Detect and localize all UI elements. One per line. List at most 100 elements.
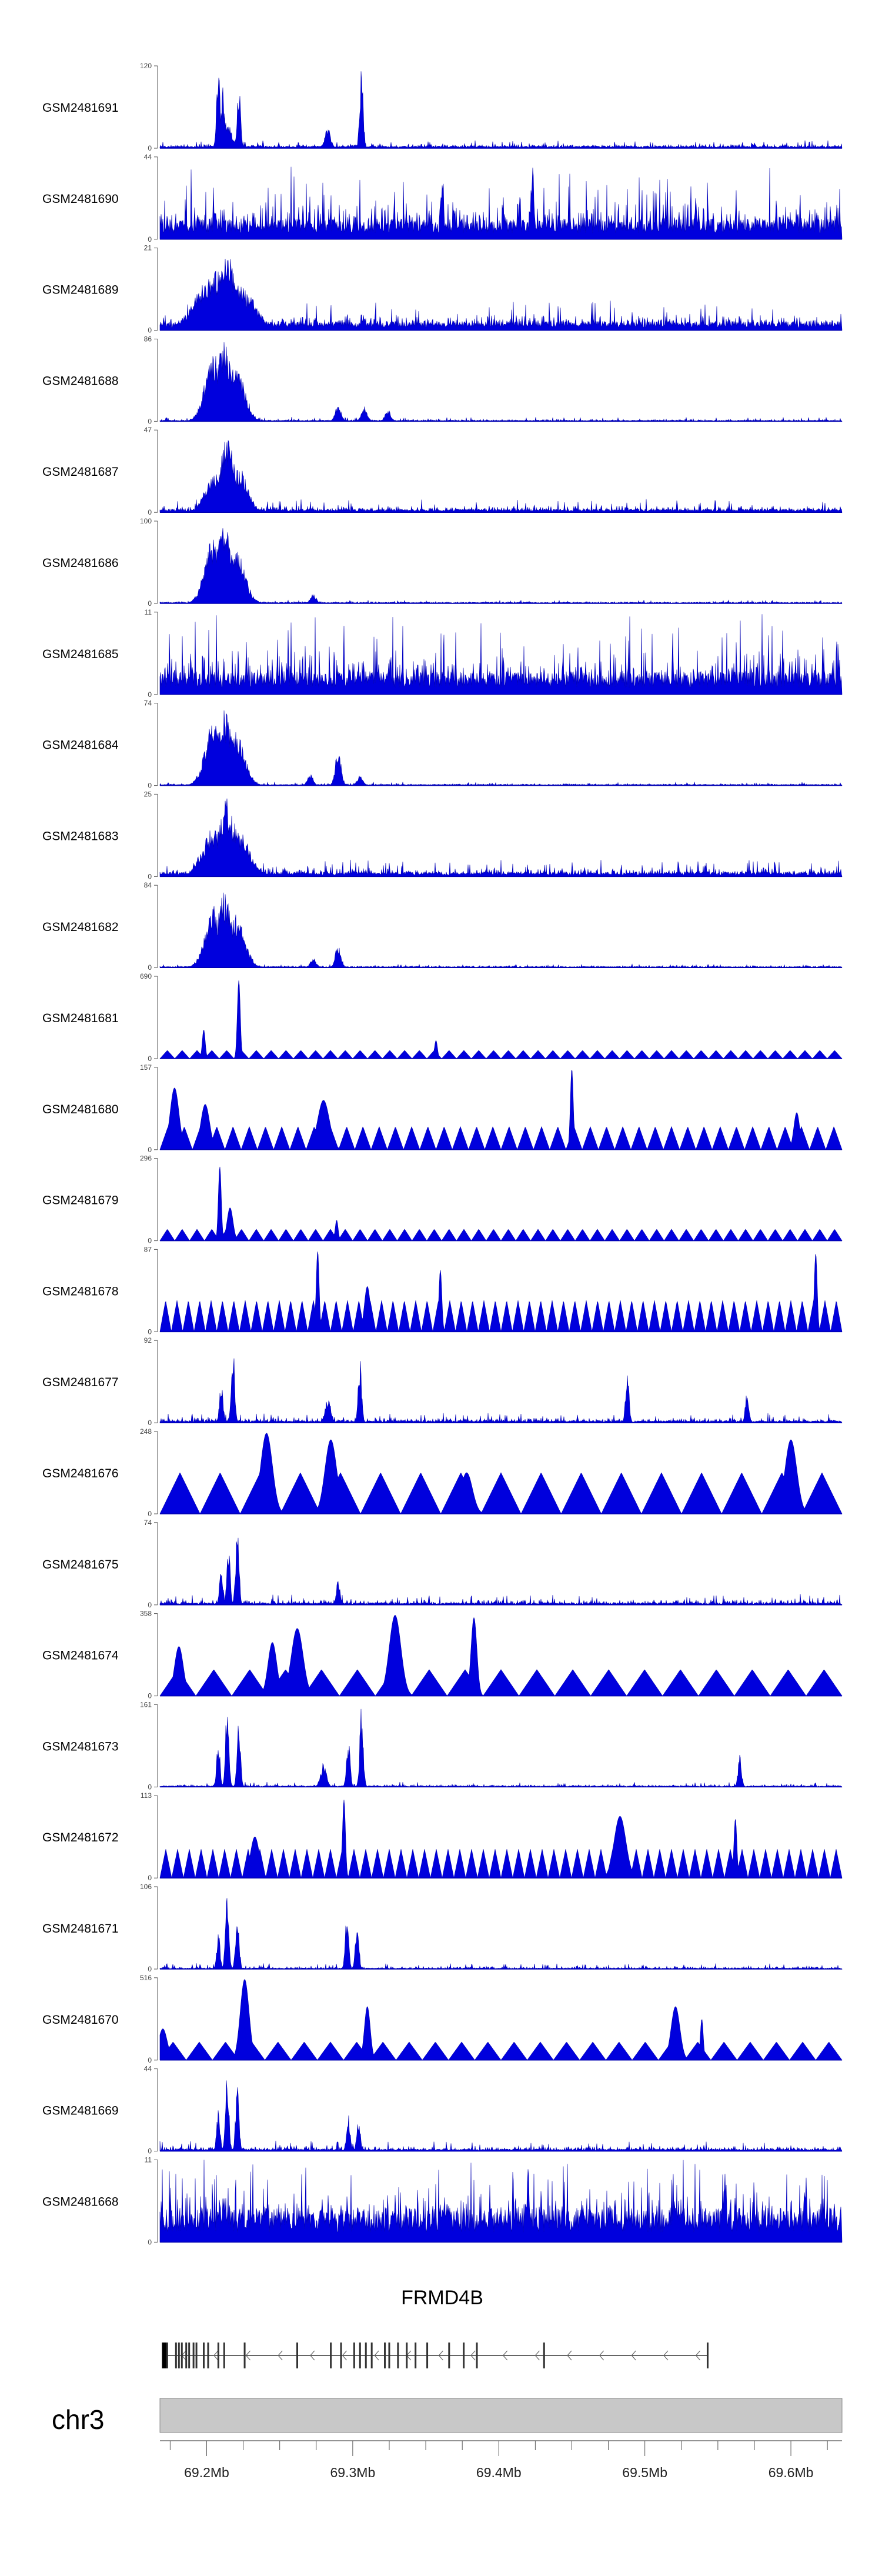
- gene-exon: [384, 2343, 386, 2368]
- track-gsm2481687: GSM2481687 47 0: [42, 426, 843, 516]
- track-gsm2481670: GSM2481670 516 0: [42, 1974, 843, 2064]
- signal-area: [159, 1898, 843, 1970]
- track-gsm2481691: GSM2481691 120 0: [42, 62, 843, 152]
- strand-arrow: [695, 2350, 701, 2361]
- strand-arrow: [438, 2350, 443, 2361]
- signal-area: [159, 71, 843, 149]
- track-label: GSM2481677: [42, 1376, 119, 1389]
- chromosome-ideogram: chr3: [52, 2398, 843, 2435]
- track-label: GSM2481671: [42, 1922, 119, 1936]
- gene-exon: [175, 2343, 177, 2368]
- y-max-label: 87: [144, 1245, 152, 1253]
- signal-area: [159, 1709, 843, 1787]
- gene-exon: [166, 2343, 168, 2368]
- track-label: GSM2481672: [42, 1831, 119, 1844]
- strand-arrow: [374, 2350, 379, 2361]
- track-label: GSM2481691: [42, 101, 119, 115]
- track-y-axis: 87 0: [144, 1245, 158, 1336]
- y-min-label: 0: [148, 1510, 152, 1518]
- strand-arrow: [534, 2350, 540, 2361]
- y-min-label: 0: [148, 1874, 152, 1882]
- y-min-label: 0: [148, 599, 152, 608]
- track-y-axis: 248 0: [140, 1427, 158, 1518]
- track-y-axis: 92 0: [144, 1336, 158, 1427]
- gene-exon: [217, 2343, 219, 2368]
- track-y-axis: 11 0: [145, 608, 158, 699]
- track-y-axis: 47 0: [144, 426, 158, 516]
- y-min-label: 0: [148, 1055, 152, 1063]
- signal-tracks: GSM24816911200GSM2481690440GSM2481689210…: [42, 62, 843, 2246]
- track-gsm2481678: GSM2481678 87 0: [42, 1245, 843, 1336]
- signal-area: [159, 2160, 843, 2243]
- x-tick-label: 69.3Mb: [330, 2465, 376, 2480]
- gene-exon: [448, 2343, 450, 2368]
- gene-exon: [426, 2343, 429, 2368]
- track-gsm2481684: GSM2481684 74 0: [42, 699, 843, 790]
- track-label: GSM2481682: [42, 920, 119, 934]
- track-label: GSM2481687: [42, 465, 119, 479]
- x-tick-label: 69.5Mb: [622, 2465, 667, 2480]
- signal-area: [159, 710, 843, 786]
- track-y-axis: 358 0: [140, 1610, 158, 1700]
- signal-area: [159, 258, 843, 331]
- track-label: GSM2481688: [42, 374, 119, 388]
- track-label: GSM2481673: [42, 1740, 119, 1753]
- y-min-label: 0: [148, 1327, 152, 1336]
- y-max-label: 358: [140, 1610, 152, 1618]
- track-y-axis: 106 0: [140, 1883, 158, 1973]
- y-max-label: 44: [144, 2065, 152, 2073]
- y-max-label: 44: [144, 153, 152, 161]
- y-min-label: 0: [148, 690, 152, 699]
- gene-model: FRMD4B: [162, 2287, 709, 2368]
- gene-exon: [207, 2343, 209, 2368]
- track-gsm2481682: GSM2481682 84 0: [42, 881, 843, 972]
- track-gsm2481675: GSM2481675 74 0: [42, 1519, 843, 1609]
- ideogram-band: [159, 2398, 843, 2433]
- gene-exon: [223, 2343, 225, 2368]
- y-max-label: 106: [140, 1883, 152, 1891]
- strand-arrow: [631, 2350, 636, 2361]
- gene-exon: [330, 2343, 332, 2368]
- chromosome-label: chr3: [52, 2404, 104, 2435]
- signal-area: [159, 614, 843, 695]
- track-gsm2481671: GSM2481671 106 0: [42, 1883, 843, 1973]
- gene-exon: [463, 2343, 465, 2368]
- track-label: GSM2481679: [42, 1194, 119, 1207]
- y-min-label: 0: [148, 963, 152, 972]
- track-y-axis: 86 0: [144, 335, 158, 425]
- y-min-label: 0: [148, 417, 152, 425]
- y-max-label: 11: [145, 608, 152, 616]
- track-y-axis: 113 0: [141, 1791, 158, 1882]
- track-label: GSM2481668: [42, 2195, 119, 2208]
- track-gsm2481676: GSM2481676 248 0: [42, 1427, 843, 1518]
- y-min-label: 0: [148, 1692, 152, 1700]
- track-y-axis: 296 0: [140, 1154, 158, 1245]
- track-gsm2481688: GSM2481688 86 0: [42, 335, 843, 425]
- track-label: GSM2481681: [42, 1012, 119, 1025]
- track-y-axis: 74 0: [144, 699, 158, 790]
- track-gsm2481683: GSM2481683 25 0: [42, 790, 843, 880]
- track-label: GSM2481685: [42, 648, 119, 661]
- track-label: GSM2481690: [42, 192, 119, 206]
- y-max-label: 100: [140, 517, 152, 525]
- signal-area: [159, 1166, 843, 1242]
- track-label: GSM2481683: [42, 829, 119, 843]
- track-gsm2481668: GSM2481668 11 0: [42, 2155, 843, 2246]
- gene-exon: [340, 2343, 342, 2368]
- gene-exon: [706, 2343, 709, 2368]
- signal-area: [159, 342, 843, 422]
- gene-exon: [476, 2343, 478, 2368]
- y-min-label: 0: [148, 1965, 152, 1973]
- track-label: GSM2481675: [42, 1558, 119, 1571]
- gene-exon: [203, 2343, 205, 2368]
- y-max-label: 92: [144, 1336, 152, 1344]
- gene-exon: [185, 2343, 188, 2368]
- y-max-label: 113: [141, 1791, 152, 1800]
- y-min-label: 0: [148, 2147, 152, 2155]
- strand-arrow: [599, 2350, 604, 2361]
- y-min-label: 0: [148, 508, 152, 516]
- strand-arrow: [663, 2350, 669, 2361]
- gene-exon: [406, 2343, 408, 2368]
